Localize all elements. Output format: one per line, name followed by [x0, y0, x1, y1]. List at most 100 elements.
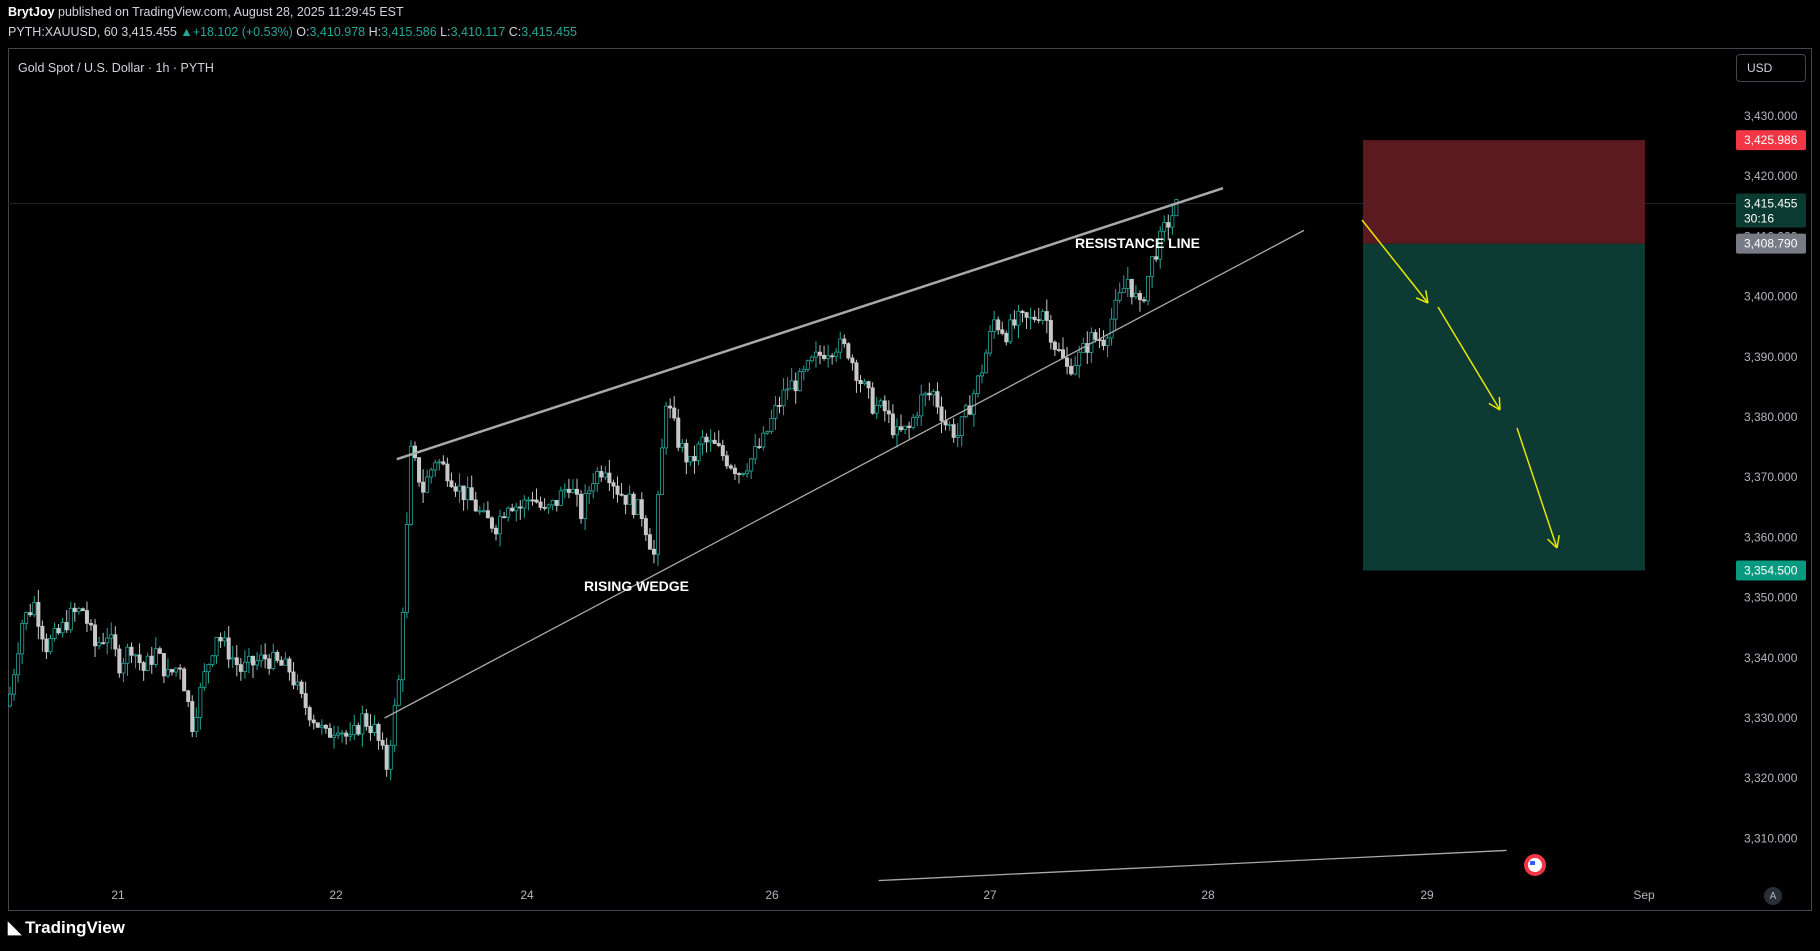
candle	[303, 681, 308, 716]
arrow-shaft	[1361, 219, 1429, 304]
candle	[129, 642, 134, 664]
candle	[886, 400, 891, 424]
candle-body	[809, 356, 814, 362]
candle-body	[121, 662, 126, 674]
candle	[16, 642, 21, 683]
candle	[935, 382, 940, 415]
candle-body	[1056, 349, 1061, 351]
candle-body	[785, 388, 790, 391]
entry-price-label: 3,408.790	[1736, 233, 1806, 254]
candle-body	[157, 648, 162, 654]
candle	[352, 714, 357, 741]
candle	[246, 647, 251, 674]
candle	[785, 377, 790, 400]
price-tick-label: 3,390.000	[1744, 350, 1798, 364]
tradingview-logo[interactable]: ◣ TradingView	[8, 918, 125, 938]
candle-body	[882, 400, 887, 412]
candle	[56, 624, 61, 635]
high-label: H:	[368, 25, 382, 39]
candle	[1146, 275, 1151, 306]
candle	[647, 528, 652, 550]
candle-body	[579, 493, 584, 519]
candle-body	[360, 713, 365, 735]
time-tick-label: 28	[1201, 888, 1215, 902]
candle-body	[1121, 287, 1126, 294]
candle	[822, 345, 827, 361]
candle-body	[1146, 275, 1151, 302]
candle	[1089, 327, 1094, 363]
candle	[222, 630, 227, 647]
candle	[724, 450, 729, 470]
candle-body	[1154, 256, 1159, 260]
candle	[441, 455, 446, 466]
candle-body	[595, 471, 600, 484]
candle	[1081, 337, 1086, 354]
candle	[64, 610, 69, 633]
candle	[327, 723, 332, 738]
candle	[680, 438, 685, 453]
arrow-head	[1415, 297, 1429, 304]
candle	[627, 485, 632, 505]
current-price-label-bg	[1736, 193, 1806, 228]
target-price-label-bg	[1736, 560, 1806, 581]
candle-body	[133, 654, 138, 657]
candle	[28, 603, 33, 617]
candle-body	[660, 447, 665, 496]
candle-body	[514, 506, 519, 512]
candle	[340, 729, 345, 743]
auto-scale-button[interactable]: A	[1764, 887, 1782, 905]
candle	[392, 698, 397, 753]
candle-body	[611, 482, 616, 487]
currency-button[interactable]: USD	[1736, 54, 1806, 82]
candle-body	[291, 671, 296, 686]
candle	[870, 382, 875, 415]
candle	[720, 439, 725, 461]
candle-body	[429, 469, 434, 478]
candle-body	[1117, 292, 1122, 301]
candle	[449, 472, 454, 489]
candle-body	[858, 380, 863, 385]
candle	[226, 626, 231, 668]
candle	[105, 627, 110, 655]
candle-body	[700, 436, 705, 445]
candle-body	[619, 493, 624, 496]
candle-body	[68, 607, 73, 631]
candle-body	[656, 494, 661, 555]
candle-body	[222, 637, 227, 642]
candle-body	[388, 744, 393, 770]
candle	[797, 368, 802, 392]
candle	[234, 645, 239, 677]
candle-body	[988, 331, 993, 354]
candle-body	[777, 405, 782, 407]
candle	[587, 485, 592, 504]
arrow-head	[1547, 538, 1558, 549]
candle-body	[52, 627, 57, 639]
candle	[287, 656, 292, 681]
legend-title[interactable]: Gold Spot / U.S. Dollar · 1h · PYTH	[18, 61, 214, 75]
candle	[1129, 278, 1134, 305]
candle-body	[469, 487, 474, 501]
candle-body	[903, 425, 908, 431]
candle	[826, 345, 831, 368]
candle-body	[668, 405, 673, 409]
candle-body	[408, 445, 413, 525]
candle-body	[1024, 312, 1029, 318]
candle	[1044, 299, 1049, 334]
candle	[838, 331, 843, 359]
candle	[60, 617, 65, 638]
candle	[141, 660, 146, 681]
candle-body	[226, 637, 231, 660]
candle-body	[461, 485, 466, 501]
candle-body	[599, 471, 604, 478]
candle-body	[708, 439, 713, 443]
price-tick-label: 3,340.000	[1744, 651, 1798, 665]
candle	[360, 705, 365, 747]
candle	[1073, 356, 1078, 376]
author-name[interactable]: BrytJoy	[8, 5, 55, 19]
candle-body	[696, 443, 701, 462]
candle	[1137, 290, 1142, 312]
candle	[271, 643, 276, 671]
candle-body	[425, 476, 430, 493]
